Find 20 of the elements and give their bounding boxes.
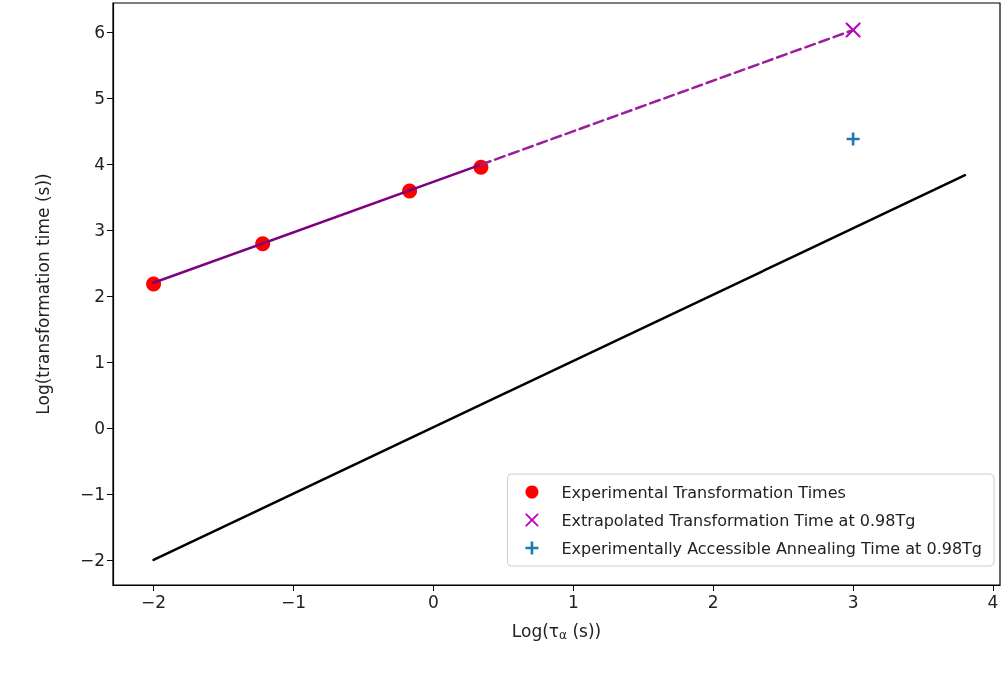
x-tick-label: 0 [427, 591, 439, 612]
x-tick-label: 2 [707, 591, 719, 612]
legend-label: Experimentally Accessible Annealing Time at 0.98Tg [561, 538, 983, 558]
y-tick-label: 6 [94, 22, 105, 43]
y-axis-title: Log(transformation time (s)) [32, 173, 53, 415]
x-tick-label: −2 [141, 591, 167, 612]
y-tick-label: −1 [79, 483, 105, 504]
y-tick-label: 5 [94, 88, 105, 109]
legend-label: Extrapolated Transformation Time at 0.98Tg [561, 510, 916, 530]
x-tick-label: 1 [567, 591, 579, 612]
y-tick-label: 2 [94, 285, 105, 306]
legend-label: Experimental Transformation Times [561, 482, 846, 502]
y-tick-label: 0 [94, 417, 105, 438]
x-tick-label: 3 [847, 591, 859, 612]
y-tick-label: 1 [94, 351, 105, 372]
y-tick-label: −2 [79, 549, 105, 570]
x-tick-label: −1 [280, 591, 307, 612]
x-tick-label: 4 [987, 591, 999, 612]
y-tick-label: 3 [94, 219, 105, 240]
y-tick-label: 4 [94, 154, 105, 175]
